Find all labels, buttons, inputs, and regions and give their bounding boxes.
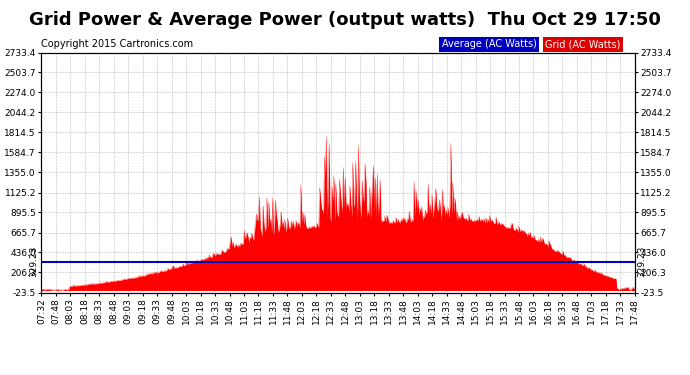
Text: Average (AC Watts): Average (AC Watts): [442, 39, 537, 50]
Text: Grid Power & Average Power (output watts)  Thu Oct 29 17:50: Grid Power & Average Power (output watts…: [29, 11, 661, 29]
Text: 329.23: 329.23: [638, 246, 647, 278]
Text: Copyright 2015 Cartronics.com: Copyright 2015 Cartronics.com: [41, 39, 193, 50]
Text: Grid (AC Watts): Grid (AC Watts): [545, 39, 620, 50]
Text: 329.23: 329.23: [30, 246, 39, 278]
